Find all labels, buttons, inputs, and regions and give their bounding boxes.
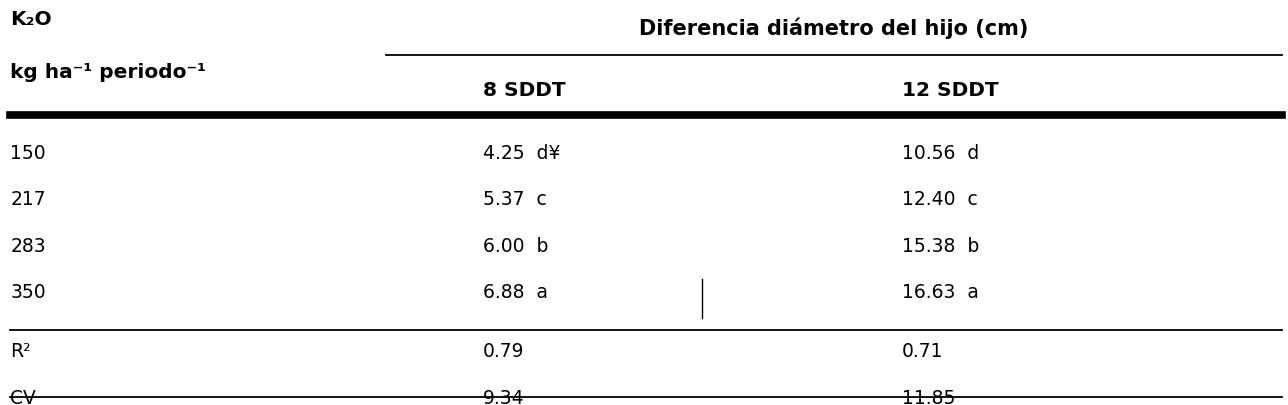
Text: 150: 150: [10, 144, 46, 163]
Text: 9.34: 9.34: [483, 389, 524, 405]
Text: 217: 217: [10, 190, 46, 209]
Text: 4.25  d¥: 4.25 d¥: [483, 144, 560, 163]
Text: CV: CV: [10, 389, 36, 405]
Text: kg ha⁻¹ periodo⁻¹: kg ha⁻¹ periodo⁻¹: [10, 63, 206, 82]
Text: 8 SDDT: 8 SDDT: [483, 81, 565, 100]
Text: Diferencia diámetro del hijo (cm): Diferencia diámetro del hijo (cm): [639, 17, 1029, 39]
Text: 0.79: 0.79: [483, 342, 524, 361]
Text: 15.38  b: 15.38 b: [902, 237, 979, 256]
Text: 12 SDDT: 12 SDDT: [902, 81, 998, 100]
Text: 6.88  a: 6.88 a: [483, 284, 547, 303]
Text: 10.56  d: 10.56 d: [902, 144, 979, 163]
Text: 12.40  c: 12.40 c: [902, 190, 978, 209]
Text: 16.63  a: 16.63 a: [902, 284, 979, 303]
Text: 11.85: 11.85: [902, 389, 954, 405]
Text: R²: R²: [10, 342, 31, 361]
Text: 283: 283: [10, 237, 46, 256]
Text: K₂O: K₂O: [10, 10, 52, 29]
Text: 5.37  c: 5.37 c: [483, 190, 546, 209]
Text: 0.71: 0.71: [902, 342, 943, 361]
Text: 6.00  b: 6.00 b: [483, 237, 549, 256]
Text: 350: 350: [10, 284, 46, 303]
